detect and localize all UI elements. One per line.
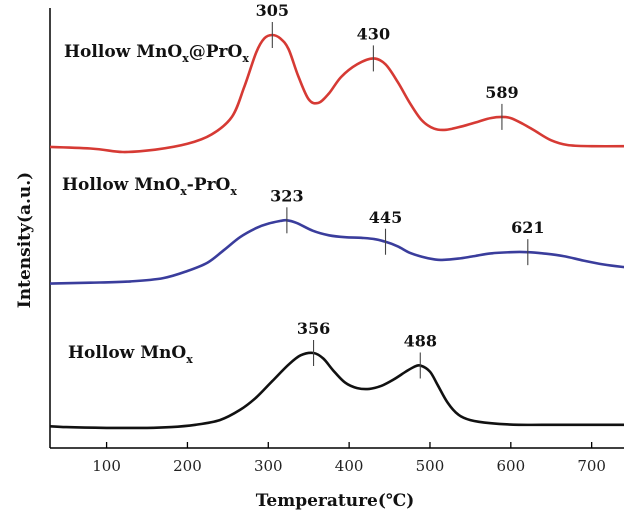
series-name-label: Hollow MnOx@PrOx [64, 42, 249, 65]
peak-label: 488 [404, 331, 437, 350]
x-tick-label: 700 [577, 457, 606, 475]
peak-label: 430 [357, 24, 390, 43]
peak-label: 445 [369, 208, 402, 227]
series-line [50, 33, 624, 154]
peak-label: 589 [485, 83, 518, 102]
x-tick-label: 200 [173, 457, 202, 475]
series-group [50, 33, 624, 430]
peak-label: 621 [511, 218, 544, 237]
series-name-label: Hollow MnOx-PrOx [62, 175, 237, 198]
x-tick-label: 400 [335, 457, 364, 475]
x-tick-label: 300 [254, 457, 283, 475]
y-axis-title: Intensity(a.u.) [15, 172, 35, 308]
series-name-label: Hollow MnOx [68, 343, 193, 366]
peak-label: 323 [270, 186, 303, 205]
x-tick-label: 100 [92, 457, 121, 475]
series-line [50, 218, 624, 285]
x-tick-label: 500 [416, 457, 445, 475]
axes: 100 200 300 400 500 600 700 [49, 8, 624, 475]
x-axis-title: Temperature(℃) [256, 491, 415, 511]
x-tick-label: 600 [496, 457, 525, 475]
peak-label: 305 [256, 1, 289, 20]
series-line [50, 351, 624, 430]
annotations: Hollow MnOx@PrOx 305 430 589 Hollow MnOx-PrO… [62, 1, 544, 379]
peak-label: 356 [297, 319, 330, 338]
